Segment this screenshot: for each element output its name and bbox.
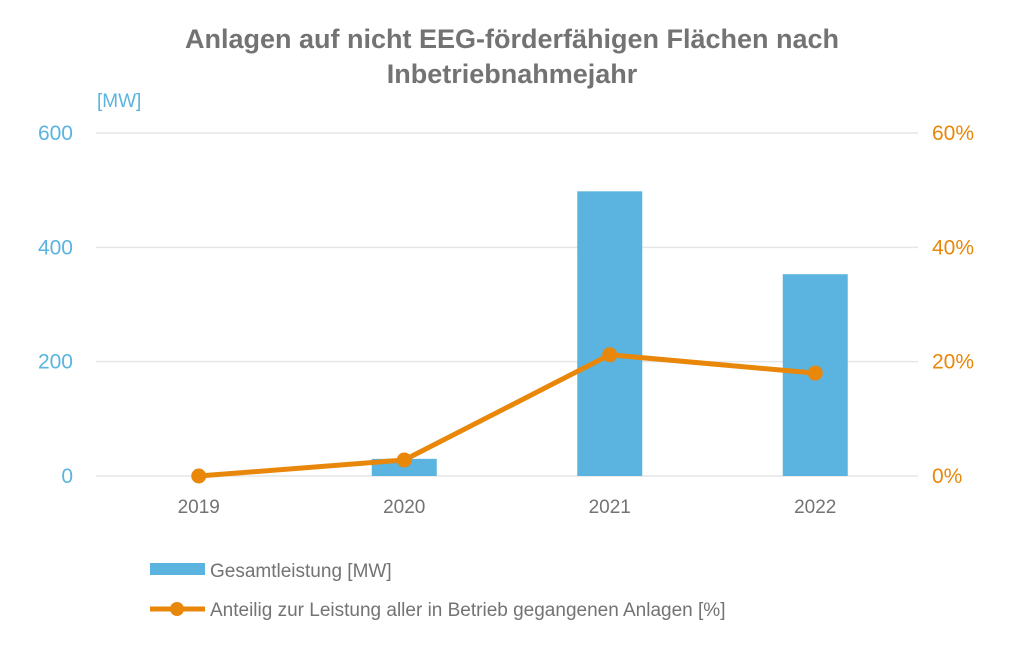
left-tick-label: 200 [38, 351, 73, 374]
right-tick-label: 0% [932, 465, 962, 488]
x-tick-label: 2021 [589, 497, 631, 518]
line-point-2020[interactable] [396, 452, 412, 468]
bar-2021[interactable] [577, 191, 643, 476]
right-tick-label: 20% [932, 351, 974, 374]
legend-item-bar[interactable]: Gesamtleistung [MW] [150, 561, 392, 582]
gridlines [96, 132, 918, 477]
left-axis-unit-label: [MW] [97, 91, 141, 112]
x-tick-label: 2022 [794, 497, 836, 518]
left-tick-label: 400 [38, 236, 73, 259]
legend: Gesamtleistung [MW] Anteilig zur Leistun… [150, 561, 725, 621]
legend-item-line[interactable]: Anteilig zur Leistung aller in Betrieb g… [150, 600, 725, 621]
legend-line-label: Anteilig zur Leistung aller in Betrieb g… [210, 600, 725, 621]
line-point-2022[interactable] [807, 365, 823, 381]
left-tick-label: 600 [38, 122, 73, 145]
line-point-2021[interactable] [602, 347, 618, 363]
right-tick-label: 60% [932, 122, 974, 145]
line-path [198, 352, 816, 479]
x-tick-label: 2020 [383, 497, 425, 518]
bar-series [371, 191, 848, 476]
chart-title-line: Inbetriebnahmejahr [387, 59, 638, 89]
chart-title-line: Anlagen auf nicht EEG-förderfähigen Fläc… [185, 24, 839, 54]
line-series [191, 347, 823, 484]
left-axis-ticks: 0 200 400 600 [38, 122, 73, 488]
left-tick-label: 0 [61, 465, 73, 488]
right-tick-label: 40% [932, 236, 974, 259]
x-axis-ticks: 2019 2020 2021 2022 [178, 497, 837, 518]
legend-bar-swatch [150, 563, 205, 575]
x-tick-label: 2019 [178, 497, 220, 518]
line-point-2019[interactable] [191, 468, 207, 484]
legend-line-marker [170, 602, 184, 616]
legend-bar-label: Gesamtleistung [MW] [210, 561, 392, 582]
right-axis-ticks: 0% 20% 40% 60% [932, 122, 974, 488]
chart-title: Anlagen auf nicht EEG-förderfähigen Fläc… [185, 24, 839, 89]
